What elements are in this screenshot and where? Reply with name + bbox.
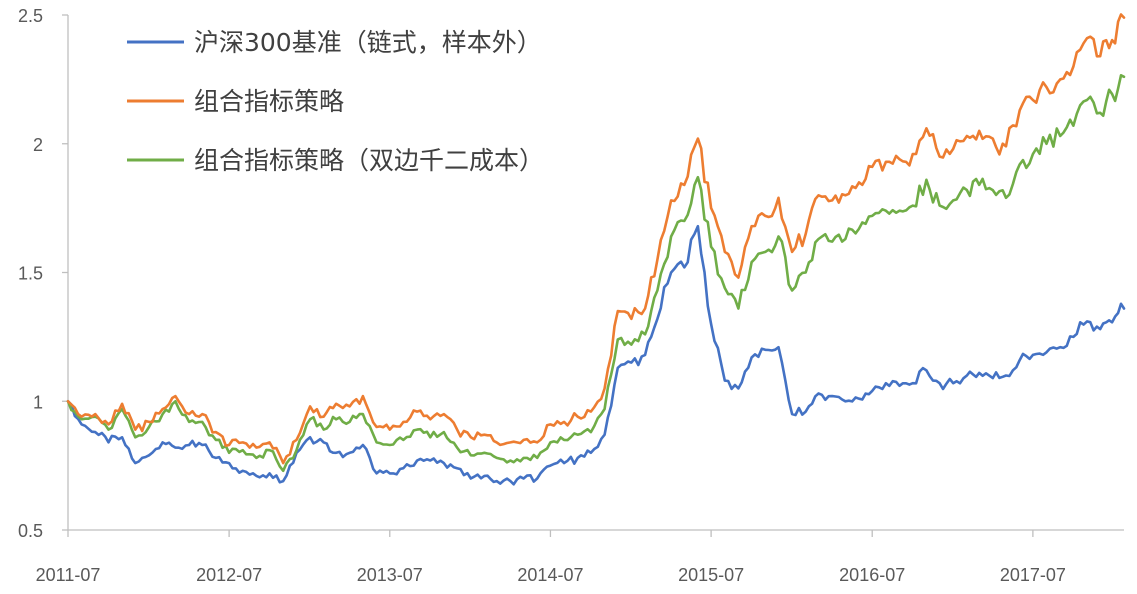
x-tick-label: 2017-07 <box>1000 565 1066 585</box>
y-tick-label: 1 <box>33 392 43 412</box>
series-line-2 <box>66 74 1126 473</box>
x-tick-label: 2016-07 <box>839 565 905 585</box>
x-tick-label: 2014-07 <box>517 565 583 585</box>
series-line-0 <box>66 224 1126 486</box>
y-tick-label: 2.5 <box>18 6 43 26</box>
series-line-1 <box>66 13 1126 465</box>
x-tick-label: 2011-07 <box>36 565 101 585</box>
x-tick-label: 2013-07 <box>357 565 423 585</box>
y-tick-label: 0.5 <box>18 521 43 541</box>
y-axis: 0.5 1 1.5 2 2.5 <box>18 6 69 541</box>
y-tick-label: 1.5 <box>18 264 43 284</box>
series-layer <box>66 13 1126 486</box>
legend-label: 沪深300基准（链式，样本外） <box>194 28 542 57</box>
legend-label: 组合指标策略 <box>194 87 344 116</box>
x-tick-label: 2012-07 <box>196 565 262 585</box>
x-tick-label: 2015-07 <box>678 565 744 585</box>
legend-label: 组合指标策略（双边千二成本） <box>194 146 544 175</box>
x-axis: 2011-07 2012-07 2013-07 2014-07 2015-07 2016-… <box>36 529 1124 585</box>
y-tick-label: 2 <box>33 135 43 155</box>
